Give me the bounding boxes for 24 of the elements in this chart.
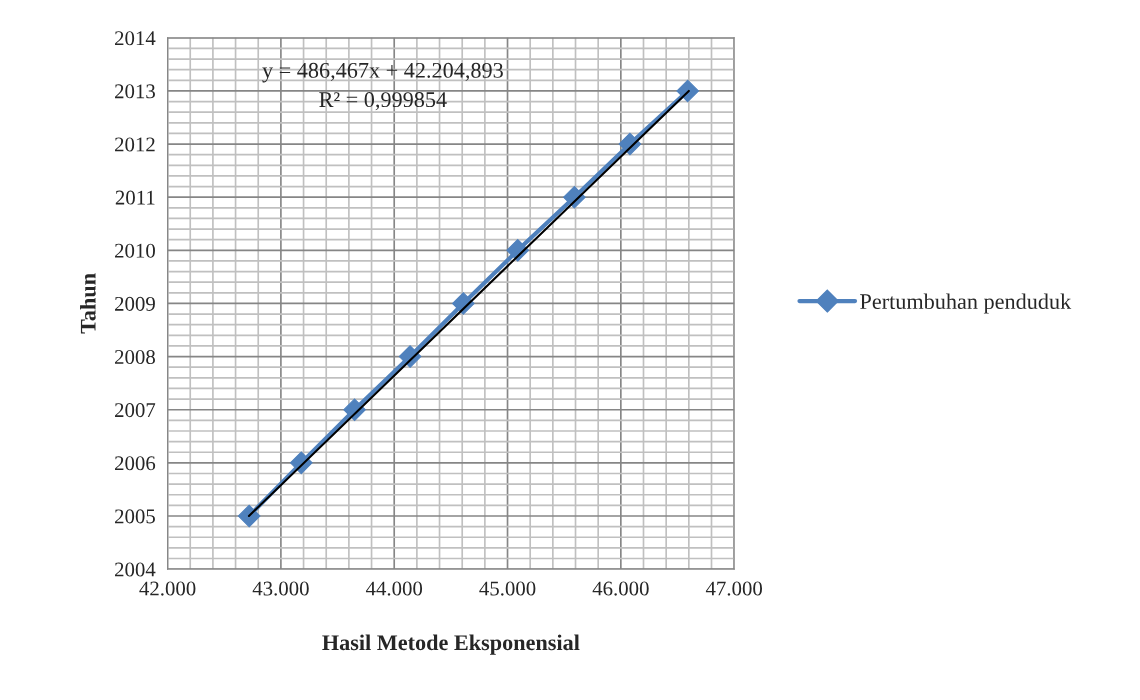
y-tick-label: 2012 bbox=[115, 137, 155, 152]
x-tick-label: 43.000 bbox=[252, 581, 309, 596]
y-tick-label: 2005 bbox=[115, 509, 155, 524]
annotation: R² = 0,999854 bbox=[319, 92, 447, 111]
annotation: y = 486,467x + 42.204,893 bbox=[262, 62, 503, 83]
y-axis-title: Tahun bbox=[80, 273, 96, 334]
x-tick-label: 45.000 bbox=[479, 581, 536, 596]
y-tick-label: 2008 bbox=[115, 349, 155, 365]
y-tick-label: 2014 bbox=[115, 31, 156, 46]
x-tick-label: 44.000 bbox=[365, 581, 423, 596]
x-tick-label: 42.000 bbox=[139, 581, 196, 596]
x-tick-label: 46.000 bbox=[592, 581, 649, 596]
y-tick-label: 2009 bbox=[115, 296, 155, 311]
x-tick-label: 47.000 bbox=[705, 581, 763, 596]
y-tick-label: 2013 bbox=[115, 84, 155, 99]
y-tick-label: 2010 bbox=[115, 243, 155, 258]
y-tick-label: 2006 bbox=[115, 456, 156, 471]
y-tick-label: 2007 bbox=[115, 403, 156, 418]
y-tick-label: 2004 bbox=[115, 562, 156, 577]
legend-label: Pertumbuhan penduduk bbox=[860, 293, 1072, 314]
point bbox=[237, 504, 261, 528]
point bbox=[676, 79, 700, 103]
x-axis-title: Hasil Metode Eksponensial bbox=[322, 634, 580, 655]
y-tick-label: 2011 bbox=[115, 190, 155, 205]
